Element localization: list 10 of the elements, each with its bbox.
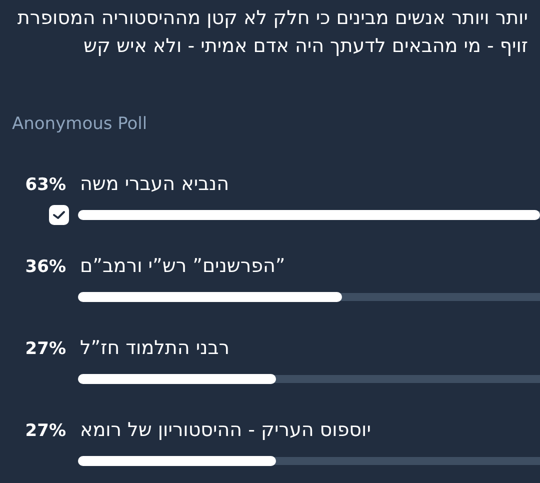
data-label: 27% <box>25 339 66 359</box>
y-tick-label: יוספוס העריק - ההיסטוריון של רומא <box>80 419 371 441</box>
chart-subtitle: Anonymous Poll <box>12 114 148 134</box>
y-tick-label: רבני התלמוד חז”ל <box>80 337 230 359</box>
y-tick-label: ”הפרשנים” רש”י ורמב”ם <box>80 255 286 277</box>
data-label: 27% <box>25 421 66 441</box>
data-label: 36% <box>25 257 66 277</box>
y-tick-label: הנביא העברי משה <box>80 173 230 195</box>
data-label: 63% <box>25 175 66 195</box>
chart-title: יותר ויותר אנשים מבינים כי חלק לא קטן מההיסטוריה המסופרת זויף - מי מהבאים לדעתך היה אדם אמיתי - ולא איש קש <box>16 6 528 59</box>
